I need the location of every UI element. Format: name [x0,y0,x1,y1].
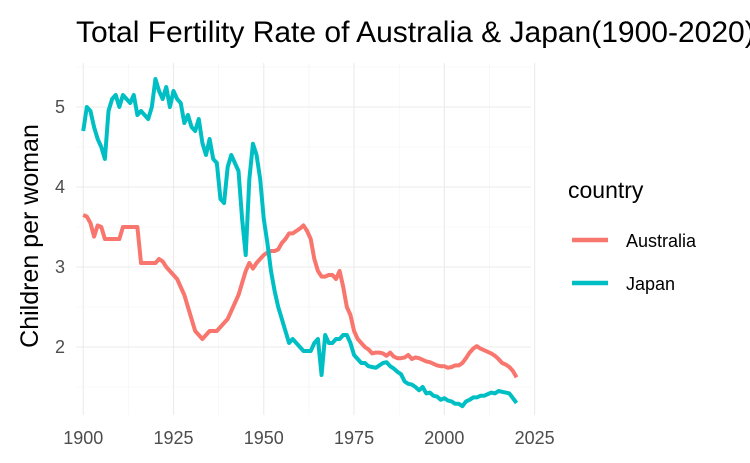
x-tick-label: 1925 [153,428,193,448]
legend-label-australia: Australia [626,231,697,251]
chart-title: Total Fertility Rate of Australia & Japa… [76,16,750,49]
x-tick-label: 1900 [63,428,103,448]
series-line-japan [81,77,519,409]
x-tick-label: 1950 [244,428,284,448]
x-axis-ticks: 1900 1925 1950 1975 2000 2025 [63,428,554,448]
x-tick-label: 2025 [515,428,555,448]
y-tick-label: 5 [55,97,65,117]
series-lines [81,77,519,409]
x-tick-label: 1975 [334,428,374,448]
legend-label-japan: Japan [626,274,675,294]
y-axis-label: Children per woman [16,124,44,348]
x-tick-label: 2000 [424,428,464,448]
y-tick-label: 4 [55,177,65,197]
legend: country Australia Japan [568,177,697,294]
legend-title: country [568,177,644,203]
y-tick-label: 2 [55,337,65,357]
y-tick-label: 3 [55,257,65,277]
y-axis-ticks: 2 3 4 5 [55,97,65,357]
series-line-australia [82,213,519,379]
